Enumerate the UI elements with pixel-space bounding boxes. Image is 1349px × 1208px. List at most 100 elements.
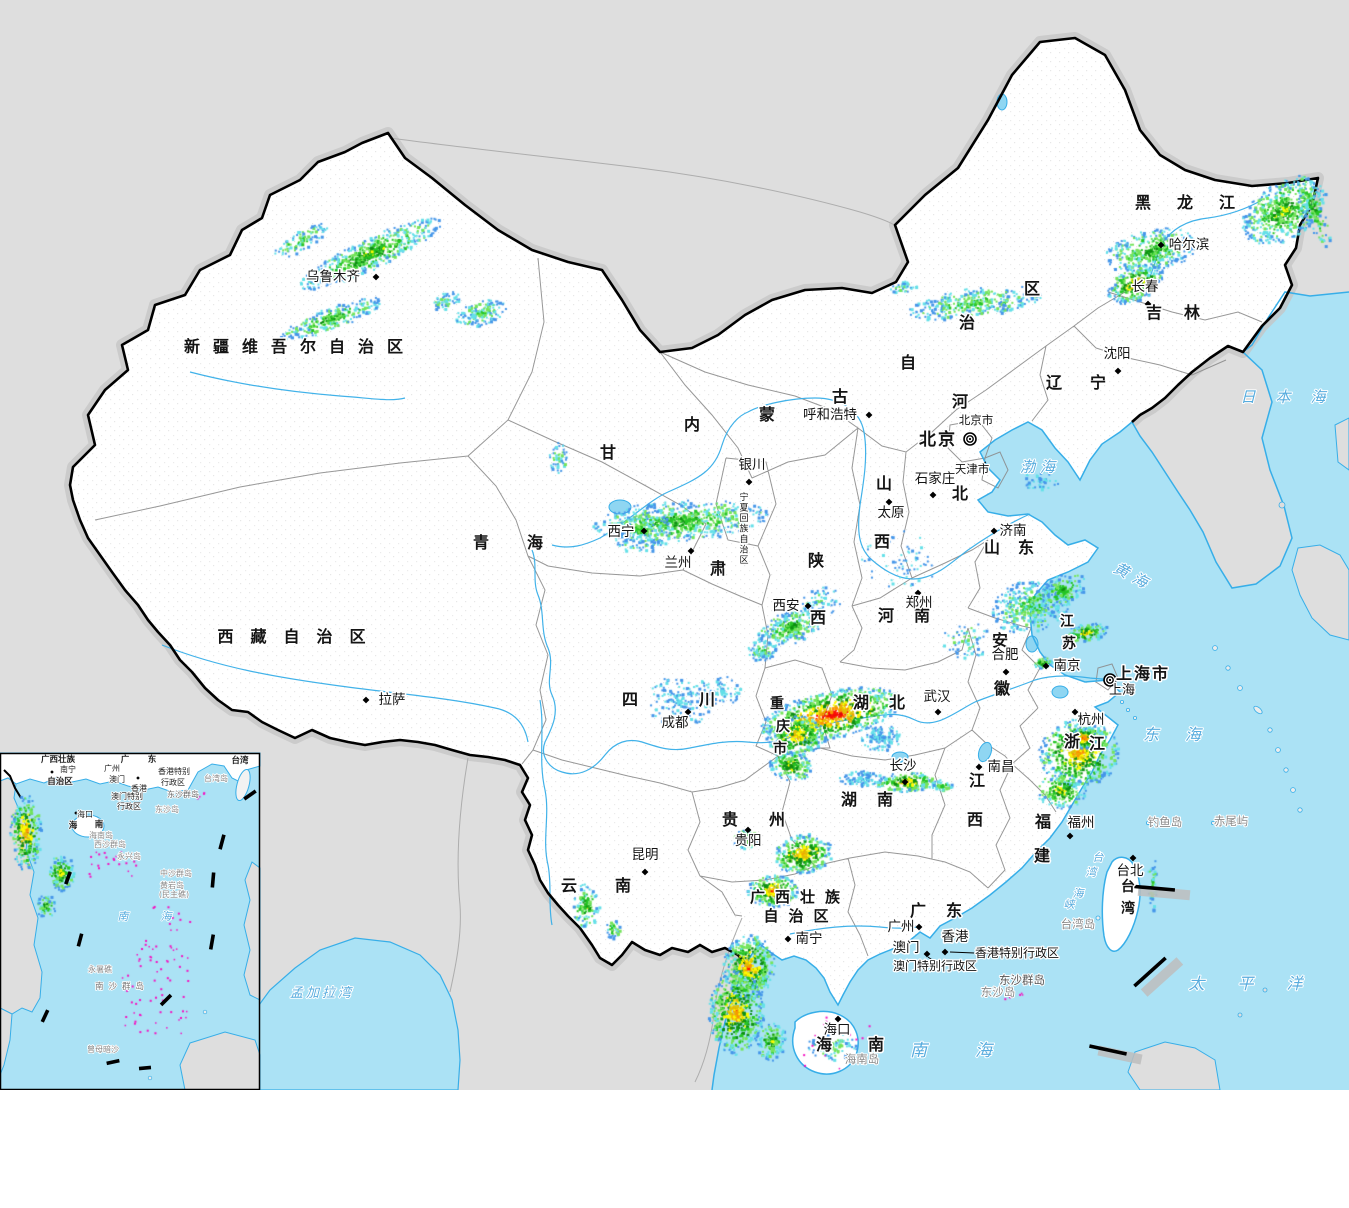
city-label: 贵阳: [735, 833, 762, 849]
city-label: 郑州: [906, 595, 933, 611]
inset-city-marker-icon: [50, 770, 54, 774]
boundary-dash-shadow: [1097, 1045, 1143, 1065]
foreign-land: [0, 0, 1349, 1090]
city-label: 西宁: [608, 523, 635, 540]
city-marker-icon: [990, 527, 998, 535]
inset-label: 曾母暗沙: [87, 1044, 119, 1054]
inset-label: 南: [95, 819, 104, 830]
city-label: 哈尔滨: [1169, 237, 1210, 253]
sea-label: 峡: [1064, 898, 1077, 911]
boundary-dash: [210, 872, 216, 888]
sea-label: 东海: [1143, 725, 1227, 744]
sea-label: 日本海: [1240, 388, 1345, 406]
inset-hainan: [71, 814, 105, 838]
province-label: 云南: [561, 876, 669, 895]
small-label: 香港特别行政区: [975, 945, 1059, 960]
city-marker-icon: [745, 478, 753, 486]
province-label: 广东: [910, 901, 982, 920]
province-label: 江: [1060, 613, 1074, 630]
capital-marker-ring: [966, 435, 974, 443]
city-marker-icon: [1129, 854, 1137, 862]
national-border: [68, 36, 1320, 967]
city-label: 济南: [1000, 523, 1027, 539]
boundary-dash: [40, 1009, 50, 1023]
inset-label: 海南岛: [89, 830, 113, 840]
province-label: 海: [816, 1035, 832, 1054]
city-label: 太原: [878, 505, 905, 521]
province-label: 新疆维吾尔自治区: [184, 337, 416, 356]
inset-map: [0, 752, 261, 1090]
inset-label: 南: [118, 910, 131, 923]
lakes: [608, 93, 1069, 763]
boundary-dash: [138, 1065, 152, 1071]
leader-line: [927, 956, 939, 965]
province-label: 北: [952, 484, 968, 503]
city-marker-icon: [744, 826, 752, 834]
city-label: 成都: [662, 715, 689, 731]
boundary-dash: [218, 834, 226, 850]
inset-china-coast: [0, 752, 261, 793]
inset-label: 南宁: [60, 764, 76, 774]
city-label: 西安: [773, 598, 800, 614]
hainan-island: [792, 1010, 859, 1075]
inset-label: 台湾: [231, 755, 249, 766]
inset-label: 海: [161, 910, 174, 923]
province-label: 湾: [1121, 900, 1135, 917]
inset-city-marker-icon: [136, 776, 140, 780]
inset-label: 广: [121, 754, 130, 765]
province-label: 贵: [722, 810, 738, 829]
province-label: 肃: [710, 559, 726, 578]
province-label: 重: [770, 695, 784, 712]
boundary-dash: [1128, 884, 1176, 892]
small-label: 澳门特别行政区: [893, 958, 977, 973]
city-marker-icon: [804, 602, 812, 610]
inset-label: 南沙群岛: [95, 981, 149, 992]
boundary-dashes: [40, 789, 1191, 1071]
capital-marker-icon: [1103, 673, 1117, 687]
province-label: 江: [1089, 734, 1105, 753]
city-label: 拉萨: [379, 692, 406, 708]
city-marker-icon: [934, 708, 942, 716]
city-marker-icon: [1002, 668, 1010, 676]
inset-label: 中沙群岛: [160, 868, 192, 878]
province-label: 徽: [993, 679, 1011, 698]
ryukyu-islands: [1120, 645, 1303, 826]
city-label: 沈阳: [1104, 346, 1131, 362]
capital-marker-dot: [968, 437, 972, 441]
islands: [792, 417, 1349, 1090]
province-label: 蒙: [759, 405, 775, 424]
city-label: 台北: [1117, 863, 1145, 879]
luzon-island: [1127, 1041, 1221, 1090]
inset-label: 永兴岛: [117, 851, 141, 861]
province-label: 山东: [984, 538, 1052, 557]
province-label: 湖北: [853, 693, 925, 712]
city-marker-icon: [929, 491, 937, 499]
city-marker-icon: [865, 411, 873, 419]
sea-background: [0, 0, 1349, 1090]
japan-honshu-strip: [1334, 417, 1349, 471]
capital-marker-dot: [1108, 678, 1112, 682]
city-label: 广州: [888, 919, 915, 935]
foreign-boundaries: [389, 137, 897, 1083]
small-label: 天津市: [955, 462, 990, 476]
inset-label: 台湾岛: [204, 773, 228, 783]
island-label: 钓鱼岛: [1148, 815, 1183, 829]
inset-label: 行政区: [161, 777, 185, 787]
city-label: 昆明: [632, 847, 659, 863]
province-label: 自治区: [763, 907, 838, 925]
city-marker-icon: [1157, 241, 1165, 249]
china-landmass: [70, 38, 1318, 1005]
island-label: 赤尾屿: [1214, 814, 1249, 828]
city-marker-icon: [923, 950, 931, 958]
province-label: 江: [969, 771, 985, 790]
rivers: [161, 199, 1263, 935]
small-label: 上海: [1109, 683, 1135, 698]
province-label: 陕: [808, 551, 824, 570]
inset-label: 西沙群岛: [94, 839, 126, 849]
city-label: 兰州: [665, 555, 692, 571]
island-label: 海南岛: [845, 1052, 880, 1066]
city-marker-icon: [834, 1015, 842, 1023]
province-label: 河南: [878, 606, 950, 625]
province-label: 广西壮族: [750, 888, 850, 906]
province-label: 自: [900, 353, 916, 372]
